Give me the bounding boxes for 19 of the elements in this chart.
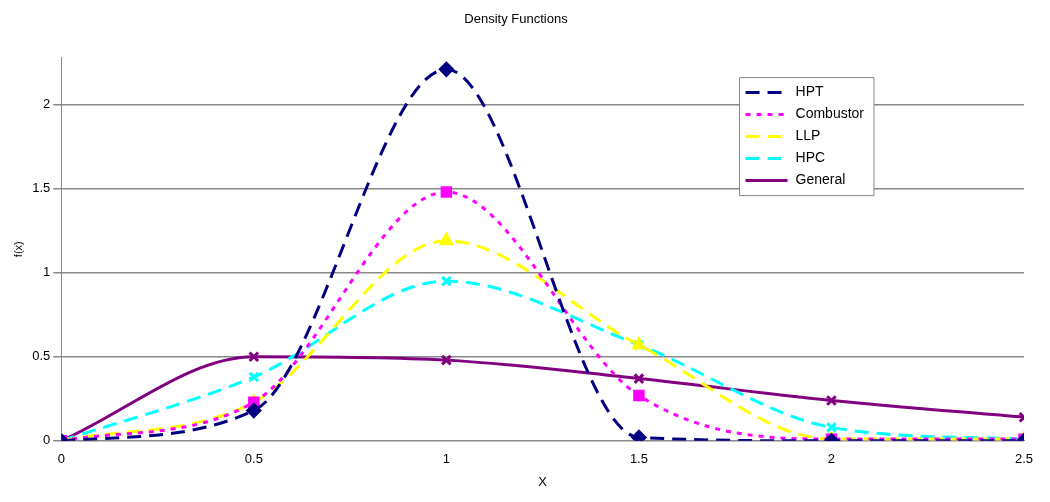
x-tick-label: 0.5	[244, 451, 263, 467]
x-tick-label: 2	[827, 451, 836, 467]
x-tick-label: 1.5	[629, 451, 648, 467]
x-tick-label: 1	[442, 451, 450, 467]
x-tick-label: 2.5	[1014, 451, 1034, 467]
y-axis-title: f(x)	[11, 241, 24, 258]
legend-label: LLP	[795, 127, 821, 144]
y-tick-label: 1.5	[32, 180, 51, 196]
y-tick-label: 2	[43, 96, 51, 112]
chart-title: Density Functions	[464, 11, 569, 27]
legend-label: Combustor	[795, 105, 865, 122]
legend-label: HPC	[795, 149, 826, 166]
y-tick-label: 0.5	[32, 348, 51, 364]
y-tick-label: 1	[43, 264, 51, 280]
legend-label: General	[795, 171, 846, 188]
legend-label: HPT	[795, 83, 824, 100]
x-tick-label: 0	[57, 451, 65, 467]
y-tick-label: 0	[43, 432, 51, 448]
x-axis-title: X	[538, 473, 548, 489]
